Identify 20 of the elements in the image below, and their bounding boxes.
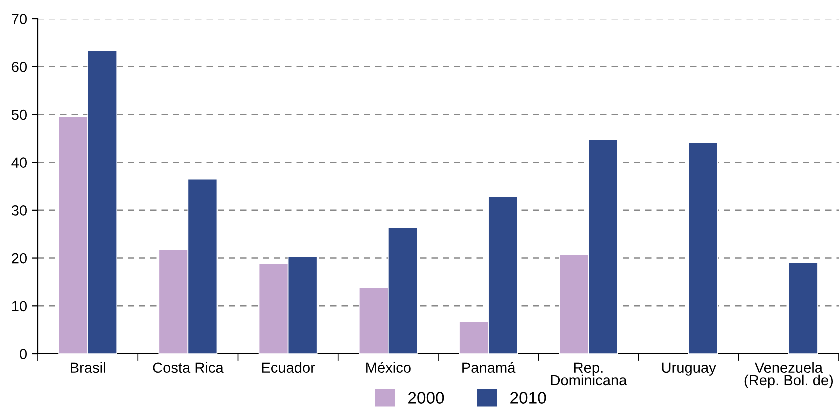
x-tick-label: Panamá xyxy=(462,362,516,374)
legend-label: 2000 xyxy=(408,392,444,404)
bar xyxy=(688,142,718,354)
y-tick-label: 0 xyxy=(20,349,28,360)
y-tick-label: 50 xyxy=(12,110,28,120)
x-tick-label: Rep. Dominicana xyxy=(551,362,628,386)
y-tick-label: 60 xyxy=(12,62,28,72)
legend-label: 2010 xyxy=(510,392,546,404)
x-tick-label: Ecuador xyxy=(262,362,316,374)
bar xyxy=(788,262,818,354)
x-tick-label: México xyxy=(366,362,411,374)
y-tick-label: 20 xyxy=(12,253,28,264)
y-tick-label: 30 xyxy=(12,206,28,216)
y-tick-label: 70 xyxy=(12,14,28,24)
x-tick-label: Brasil xyxy=(71,362,106,374)
x-tick-label: Uruguay xyxy=(662,362,716,376)
y-tick-label: 40 xyxy=(12,158,28,168)
x-tick-label: Costa Rica xyxy=(153,362,224,374)
y-tick-label: 10 xyxy=(12,301,28,312)
x-tick-label: Venezuela (Rep. Bol. de) xyxy=(744,362,834,388)
